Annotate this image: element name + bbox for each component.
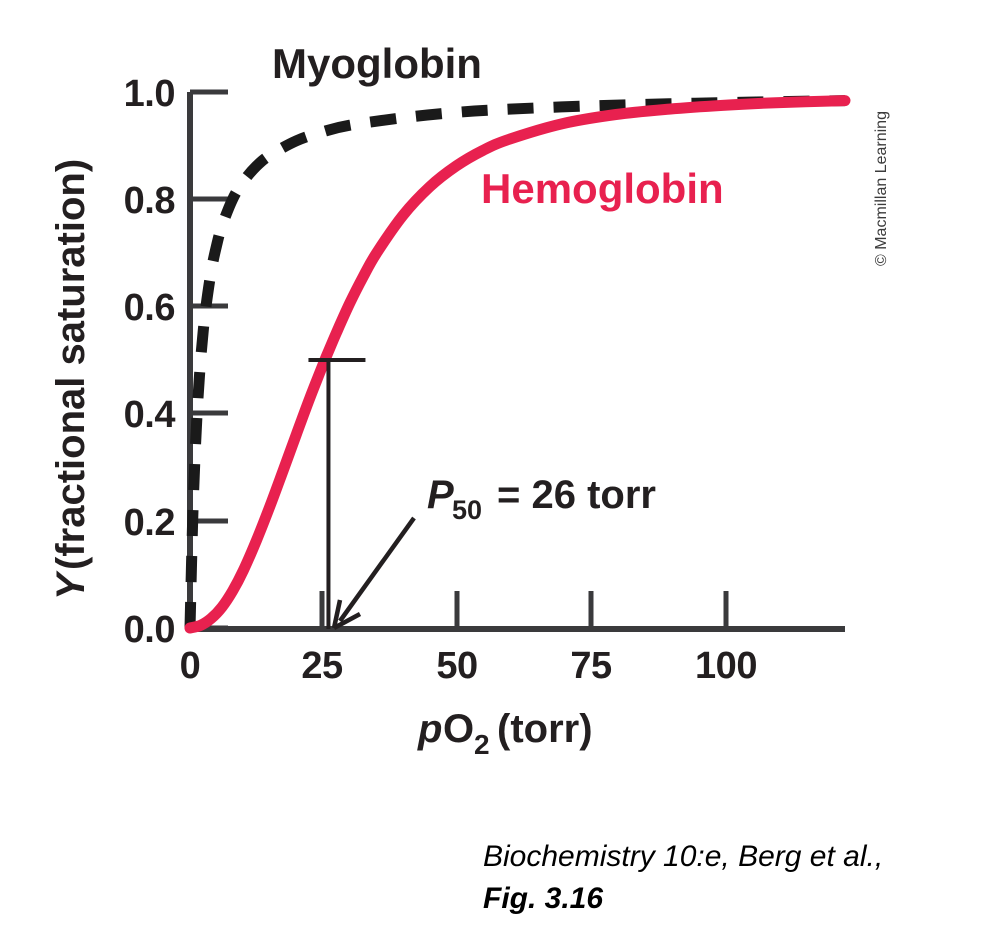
x-axis-title: p O 2 (torr) [417, 707, 593, 760]
x-tick-label-50: 50 [436, 645, 477, 687]
p50-annotation-group: P 50 = 26 torr [308, 358, 656, 630]
p50-label-rest: = 26 torr [497, 473, 656, 517]
y-axis-title: Y (fractional saturation) [49, 159, 93, 600]
y-tick-label-1-0: 1.0 [124, 73, 175, 115]
myoglobin-curve [184, 95, 846, 629]
p50-arrow-head [331, 599, 362, 630]
x-tick-label-0: 0 [180, 645, 201, 687]
y-tick-labels: 1.0 0.8 0.6 0.4 0.2 0.0 [124, 73, 176, 651]
hemoglobin-curve [184, 95, 851, 634]
figure-caption: Biochemistry 10:e, Berg et al., Fig. 3.1… [483, 840, 883, 915]
p50-label-subscript: 50 [452, 495, 482, 525]
p50-arrow-shaft [338, 516, 416, 623]
y-axis-title-y: Y [49, 570, 93, 600]
y-tick-label-0-0: 0.0 [124, 609, 175, 651]
p50-annotation-label: P 50 = 26 torr [427, 473, 656, 525]
x-tick-label-100: 100 [695, 645, 757, 687]
x-axis-title-p: p [417, 707, 442, 751]
y-tick-label-0-8: 0.8 [124, 180, 175, 222]
x-tick-label-75: 75 [570, 645, 612, 687]
x-tick-labels: 0 25 50 75 100 [180, 645, 758, 687]
y-tick-label-0-2: 0.2 [124, 502, 175, 544]
y-axis-ticks [190, 89, 228, 631]
credit-group: © Macmillan Learning [873, 111, 890, 266]
x-axis-ticks [187, 591, 729, 629]
x-tick-label-25: 25 [301, 645, 343, 687]
y-tick-label-0-4: 0.4 [124, 394, 176, 436]
myoglobin-label: Myoglobin [272, 40, 482, 87]
chart-axes [187, 92, 845, 632]
y-axis-title-rest: (fractional saturation) [49, 159, 93, 570]
caption-line-2: Fig. 3.16 [483, 882, 603, 915]
x-axis-title-subscript: 2 [474, 729, 490, 760]
macmillan-credit: © Macmillan Learning [873, 111, 890, 266]
x-axis-title-o: O [443, 707, 474, 751]
y-tick-label-0-6: 0.6 [124, 287, 175, 329]
x-axis-title-units: (torr) [497, 707, 593, 751]
hemoglobin-label: Hemoglobin [481, 165, 724, 212]
caption-line-1: Biochemistry 10:e, Berg et al., [483, 840, 883, 873]
p50-label-p: P [427, 473, 454, 517]
